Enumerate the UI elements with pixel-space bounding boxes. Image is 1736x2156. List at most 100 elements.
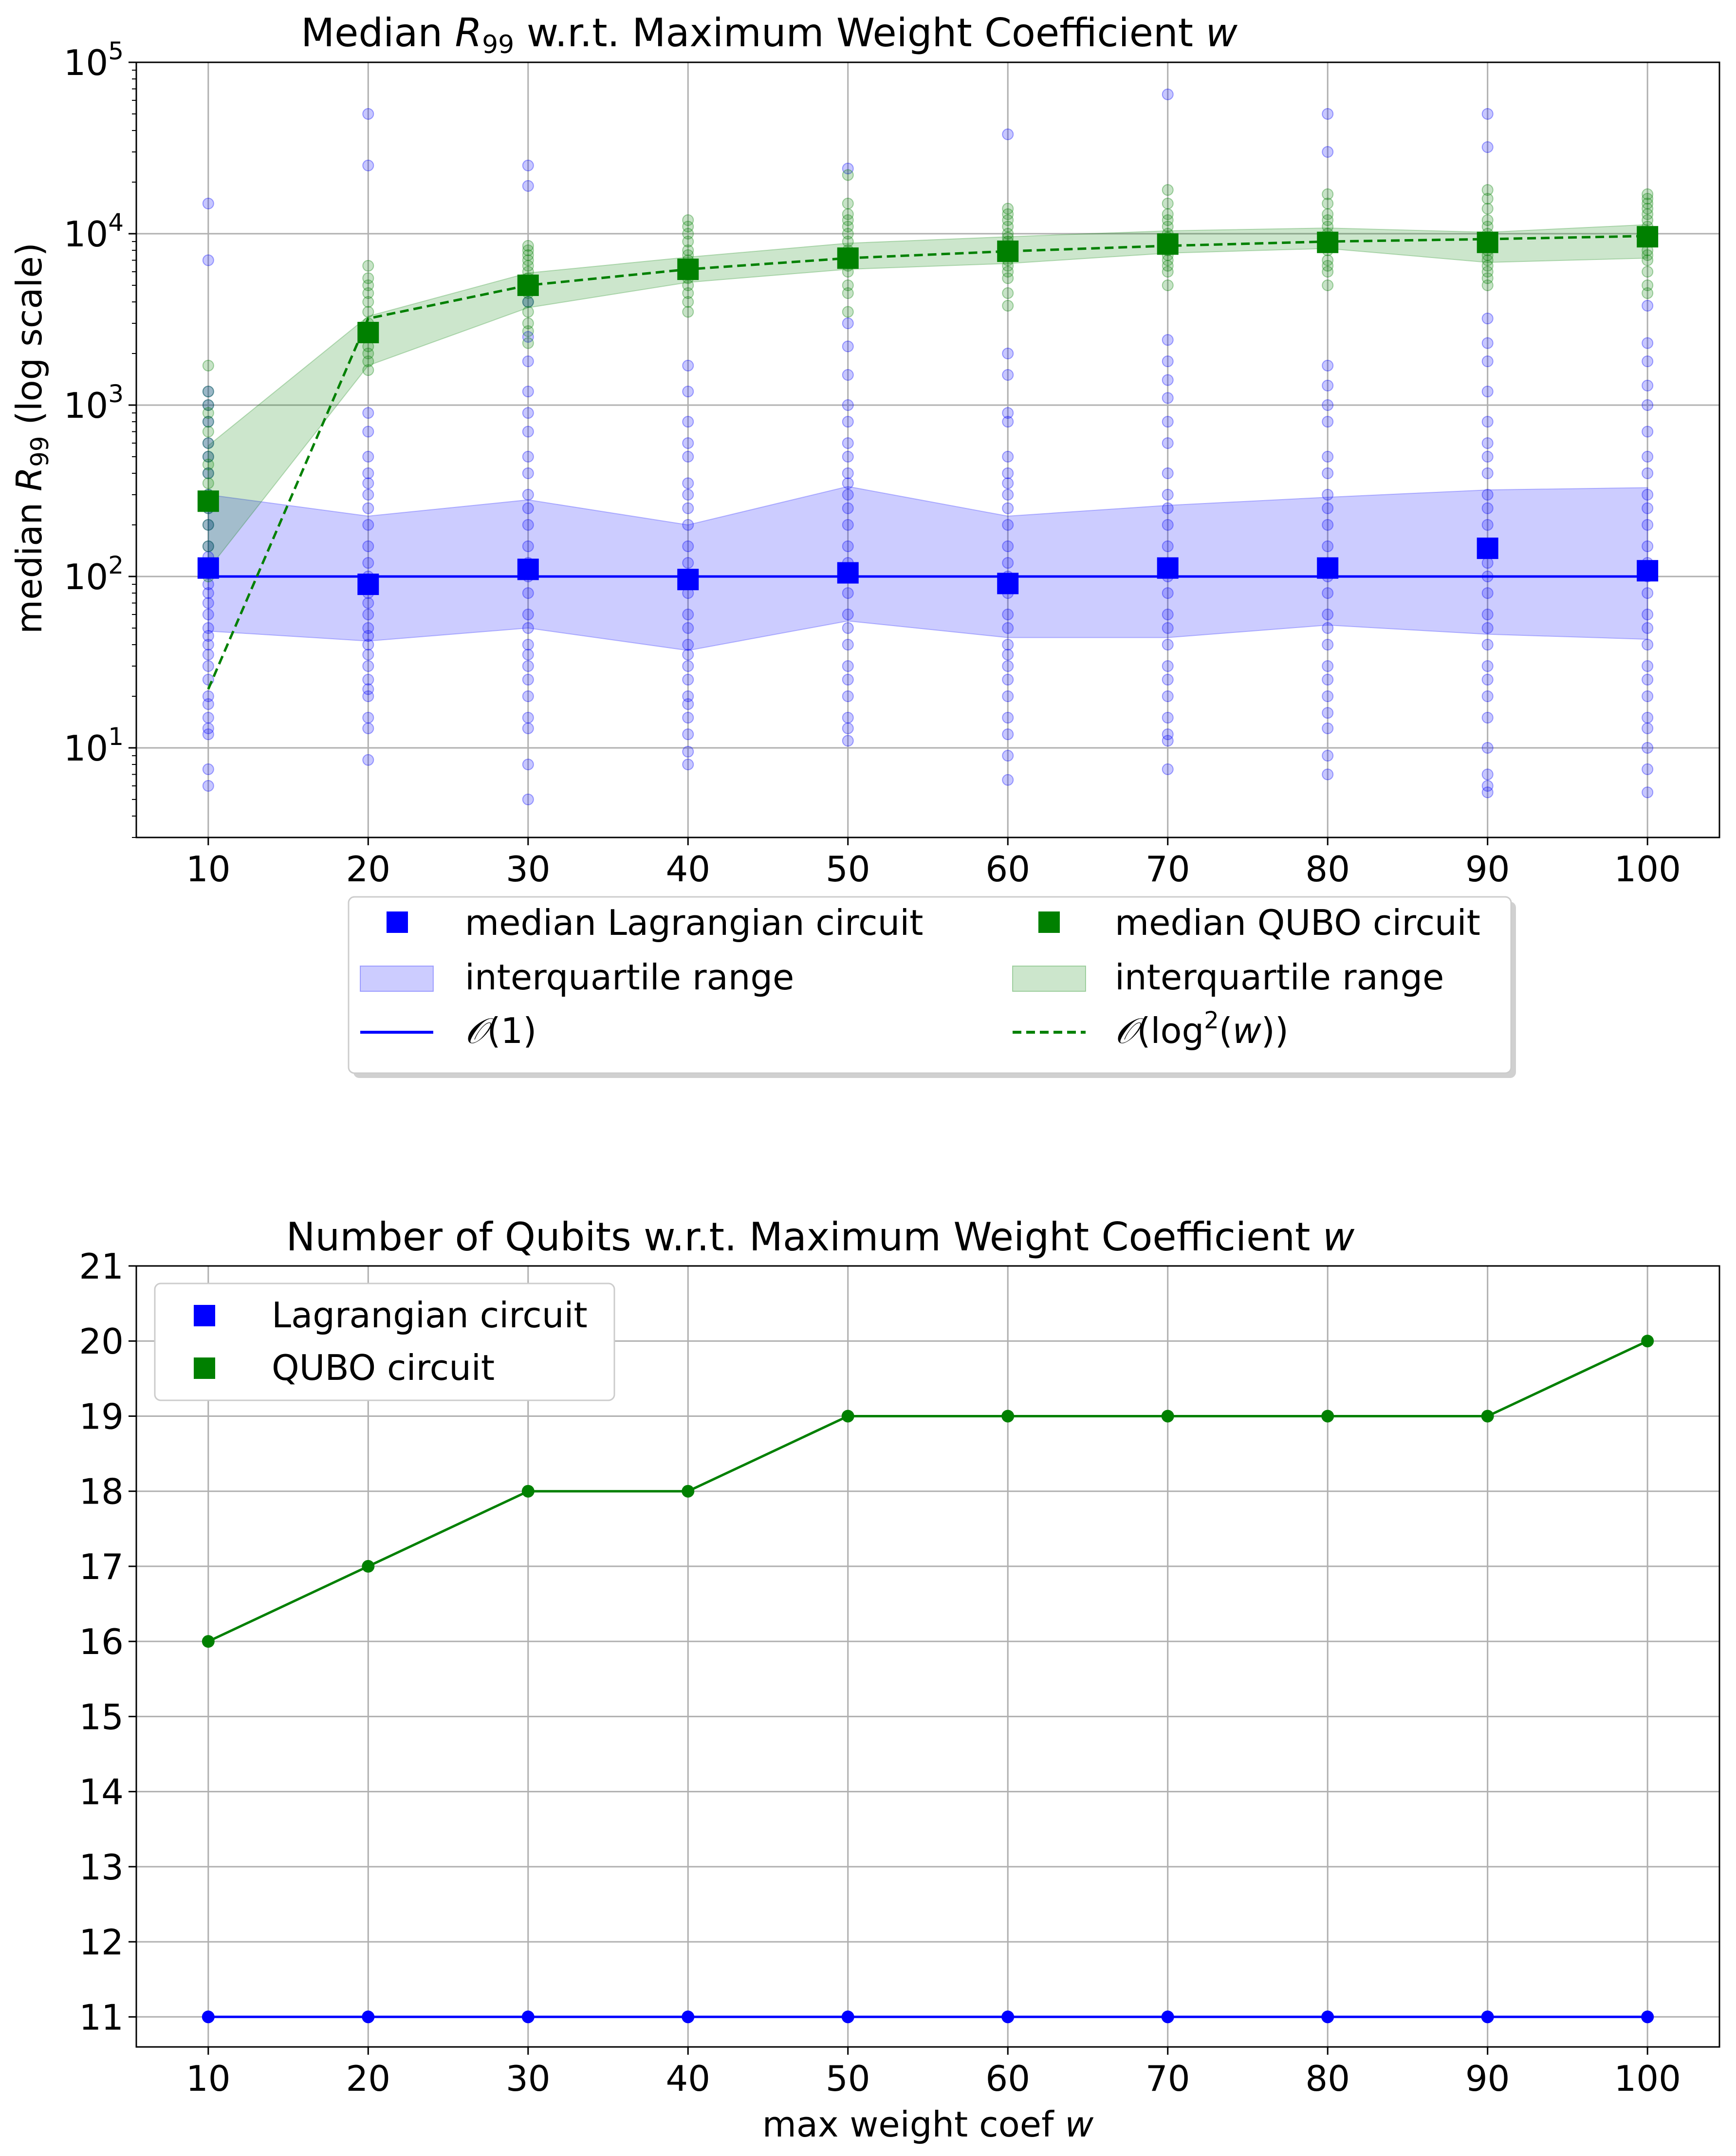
iqr-band-1 xyxy=(207,224,1648,571)
chart2-points xyxy=(202,1335,1654,2024)
sample-point-qubo xyxy=(1481,193,1494,205)
sample-point-lagrangian xyxy=(1642,673,1654,686)
sample-point-lagrangian xyxy=(1162,673,1174,686)
sample-point-qubo xyxy=(842,221,854,233)
sample-point-lagrangian xyxy=(202,587,214,599)
sample-point-lagrangian xyxy=(682,557,694,569)
chart2-xtick-label: 60 xyxy=(985,2058,1030,2099)
sample-point-lagrangian xyxy=(842,399,854,411)
chart2-ytick-label: 15 xyxy=(79,1696,124,1737)
sample-point-lagrangian xyxy=(1322,379,1334,391)
sample-point-lagrangian xyxy=(842,416,854,428)
sample-point-lagrangian xyxy=(1322,690,1334,702)
sample-point-lagrangian xyxy=(1481,502,1494,514)
legend2-qubo-square xyxy=(194,1357,215,1379)
sample-point-lagrangian xyxy=(682,649,694,661)
sample-point-lagrangian xyxy=(522,609,534,621)
sample-point-lagrangian xyxy=(1162,392,1174,404)
sample-point-lagrangian xyxy=(1642,660,1654,672)
data-point-lagrangian xyxy=(1161,2010,1174,2024)
sample-point-qubo xyxy=(842,306,854,318)
sample-point-lagrangian xyxy=(362,450,374,463)
chart1-y-ticks: 101 102 103 104 105 xyxy=(64,37,136,838)
sample-point-lagrangian xyxy=(842,660,854,672)
sample-point-lagrangian xyxy=(1002,489,1014,501)
sample-point-lagrangian xyxy=(682,540,694,552)
sample-point-lagrangian xyxy=(362,467,374,480)
chart2-xtick-label: 20 xyxy=(346,2058,390,2099)
sample-point-lagrangian xyxy=(202,198,214,210)
sample-point-lagrangian xyxy=(1642,426,1654,438)
sample-point-qubo xyxy=(1481,203,1494,215)
chart2-ytick-label: 13 xyxy=(79,1847,124,1888)
median-marker-lagrangian xyxy=(1157,557,1179,579)
chart1-legend: median Lagrangian circuit interquartile … xyxy=(348,896,1516,1078)
sample-point-qubo xyxy=(842,214,854,226)
sample-point-lagrangian xyxy=(362,639,374,651)
sample-point-lagrangian xyxy=(1322,540,1334,552)
sample-point-lagrangian xyxy=(1481,355,1494,368)
data-point-qubo xyxy=(362,1560,375,1573)
data-point-qubo xyxy=(1001,1410,1015,1423)
sample-point-lagrangian xyxy=(1481,673,1494,686)
median-marker-lagrangian xyxy=(357,574,379,595)
sample-point-lagrangian xyxy=(1002,416,1014,428)
legend-box xyxy=(348,896,1512,1074)
sample-point-lagrangian xyxy=(522,426,534,438)
sample-point-lagrangian xyxy=(1642,722,1654,734)
sample-point-qubo xyxy=(362,296,374,308)
sample-point-lagrangian xyxy=(522,722,534,734)
sample-point-lagrangian xyxy=(362,711,374,724)
sample-point-lagrangian xyxy=(202,649,214,661)
sample-point-lagrangian xyxy=(1322,399,1334,411)
sample-point-lagrangian xyxy=(1162,437,1174,449)
sample-point-lagrangian xyxy=(362,630,374,642)
sample-point-qubo xyxy=(682,227,694,240)
sample-point-qubo xyxy=(842,169,854,181)
sample-point-lagrangian xyxy=(1162,502,1174,514)
sample-point-qubo xyxy=(682,296,694,308)
sample-point-lagrangian xyxy=(842,502,854,514)
sample-point-lagrangian xyxy=(1322,467,1334,480)
sample-point-lagrangian xyxy=(1481,519,1494,531)
sample-point-lagrangian xyxy=(202,467,214,480)
sample-point-lagrangian xyxy=(362,108,374,120)
sample-point-lagrangian xyxy=(1481,742,1494,754)
sample-point-lagrangian xyxy=(362,597,374,609)
chart1-xtick-label: 30 xyxy=(506,849,551,890)
sample-point-lagrangian xyxy=(362,622,374,634)
median-marker-qubo xyxy=(837,247,859,269)
data-point-qubo xyxy=(841,1410,854,1423)
sample-point-lagrangian xyxy=(1322,502,1334,514)
sample-point-lagrangian xyxy=(1002,407,1014,419)
sample-point-lagrangian xyxy=(1162,374,1174,386)
sample-point-lagrangian xyxy=(1002,128,1014,140)
sample-point-lagrangian xyxy=(1642,639,1654,651)
sample-point-lagrangian xyxy=(522,639,534,651)
data-point-lagrangian xyxy=(682,2010,695,2024)
sample-point-lagrangian xyxy=(682,450,694,463)
sample-point-qubo xyxy=(1642,188,1654,200)
chart2-ytick-label: 20 xyxy=(79,1321,124,1362)
sample-point-lagrangian xyxy=(1162,334,1174,346)
data-point-lagrangian xyxy=(202,2010,215,2024)
sample-point-lagrangian xyxy=(202,698,214,710)
data-point-qubo xyxy=(1481,1410,1494,1423)
sample-point-lagrangian xyxy=(1002,750,1014,762)
sample-point-lagrangian xyxy=(1002,728,1014,741)
legend2-box xyxy=(154,1282,615,1401)
sample-point-lagrangian xyxy=(202,639,214,651)
sample-point-lagrangian xyxy=(1642,540,1654,552)
sample-point-lagrangian xyxy=(682,759,694,771)
sample-point-lagrangian xyxy=(1162,609,1174,621)
sample-point-lagrangian xyxy=(842,450,854,463)
sample-point-qubo xyxy=(362,287,374,299)
sample-point-qubo xyxy=(1322,260,1334,272)
sample-point-qubo xyxy=(1642,254,1654,266)
sample-point-lagrangian xyxy=(1002,609,1014,621)
sample-point-qubo xyxy=(1002,227,1014,240)
sample-point-lagrangian xyxy=(1642,786,1654,799)
sample-point-lagrangian xyxy=(362,540,374,552)
legend2-qubo-label: QUBO circuit xyxy=(272,1347,495,1388)
sample-point-lagrangian xyxy=(1162,763,1174,775)
